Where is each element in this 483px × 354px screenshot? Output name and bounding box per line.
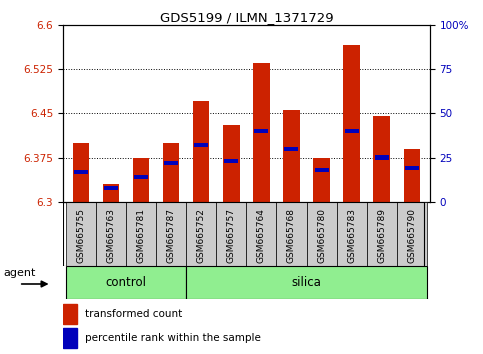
Text: silica: silica (292, 276, 322, 289)
Bar (224, 159, 238, 163)
Text: GSM665789: GSM665789 (377, 208, 386, 263)
Bar (186, 266, 427, 299)
Bar (283, 110, 300, 202)
Bar (186, 202, 216, 266)
Text: GSM665780: GSM665780 (317, 208, 326, 263)
Text: GSM665752: GSM665752 (197, 208, 206, 263)
Bar (405, 166, 419, 170)
Bar (343, 45, 360, 202)
Bar (344, 129, 359, 133)
Bar (163, 143, 179, 202)
Bar (103, 184, 119, 202)
Bar (72, 143, 89, 202)
Bar (63, 329, 77, 348)
Bar (66, 266, 186, 299)
Text: transformed count: transformed count (85, 308, 182, 319)
Bar (194, 143, 208, 147)
Bar (253, 63, 270, 202)
Bar (284, 147, 298, 151)
Bar (246, 202, 276, 266)
Bar (397, 202, 427, 266)
Text: GSM665755: GSM665755 (76, 208, 85, 263)
Bar (255, 129, 269, 133)
Title: GDS5199 / ILMN_1371729: GDS5199 / ILMN_1371729 (159, 11, 333, 24)
Text: GSM665783: GSM665783 (347, 208, 356, 263)
Bar (367, 202, 397, 266)
Bar (126, 202, 156, 266)
Text: GSM665781: GSM665781 (137, 208, 145, 263)
Bar (337, 202, 367, 266)
Text: GSM665757: GSM665757 (227, 208, 236, 263)
Bar (133, 158, 149, 202)
Text: percentile rank within the sample: percentile rank within the sample (85, 333, 261, 343)
Bar (403, 149, 420, 202)
Text: GSM665764: GSM665764 (257, 208, 266, 263)
Bar (134, 175, 148, 179)
Bar (375, 155, 389, 160)
Text: GSM665790: GSM665790 (407, 208, 416, 263)
Bar (74, 170, 88, 174)
Bar (193, 102, 210, 202)
Bar (223, 125, 240, 202)
Bar (313, 158, 330, 202)
Bar (314, 168, 328, 172)
Bar (66, 202, 96, 266)
Text: control: control (105, 276, 146, 289)
Bar (63, 304, 77, 324)
Bar (104, 185, 118, 190)
Text: GSM665787: GSM665787 (167, 208, 176, 263)
Text: GSM665763: GSM665763 (106, 208, 115, 263)
Text: agent: agent (3, 268, 36, 278)
Bar (156, 202, 186, 266)
Text: GSM665768: GSM665768 (287, 208, 296, 263)
Bar (96, 202, 126, 266)
Bar (164, 161, 178, 165)
Bar (307, 202, 337, 266)
Bar (216, 202, 246, 266)
Bar (373, 116, 390, 202)
Bar (276, 202, 307, 266)
